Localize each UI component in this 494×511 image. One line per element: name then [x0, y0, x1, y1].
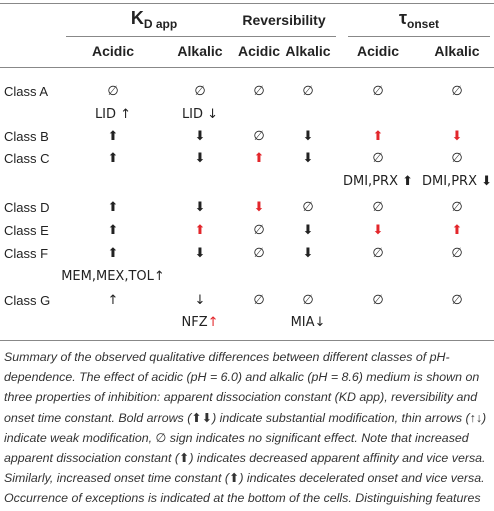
row-label: Class C [4, 151, 50, 166]
cell: ⬇ [451, 129, 463, 144]
column-header: Acidic [91, 43, 135, 59]
top-rule [0, 3, 494, 4]
cell: ∅ [372, 293, 384, 308]
cell: ⬇ [302, 246, 314, 261]
cell: ⬇ [253, 200, 265, 215]
column-header: Alkalic [177, 43, 223, 59]
group-rule [66, 36, 242, 37]
cell: LID ↓ [181, 107, 219, 122]
column-header: Acidic [237, 43, 281, 59]
cell: ∅ [253, 293, 265, 308]
cell: MIA↓ [290, 315, 326, 330]
cell: ∅ [372, 200, 384, 215]
group-header: Reversibility [242, 12, 325, 28]
column-header: Alkalic [285, 43, 331, 59]
cell: ⬆ [372, 129, 384, 144]
cell: ↑ [107, 293, 119, 308]
cell: ∅ [302, 84, 314, 99]
row-label: Class D [4, 200, 50, 215]
cell-part: ↑ [207, 315, 219, 330]
cell: ∅ [451, 84, 463, 99]
header-rule [0, 67, 494, 68]
cell: ⬇ [302, 129, 314, 144]
cell: MEM,MEX,TOL↑ [61, 269, 165, 284]
group-rule [348, 36, 490, 37]
group-header-text: Reversibility [242, 12, 326, 28]
group-header-sub: onset [407, 16, 440, 31]
cell: ∅ [107, 84, 119, 99]
row-label: Class A [4, 84, 49, 99]
cell: ⬇ [194, 246, 206, 261]
cell: ∅ [253, 246, 265, 261]
group-header-text: τ [398, 8, 408, 28]
cell: ∅ [194, 84, 206, 99]
cell: ⬇ [372, 223, 384, 238]
row-label: Class G [4, 293, 51, 308]
cell: ⬆ [107, 246, 119, 261]
cell: ⬆ [194, 223, 206, 238]
cell: ⬇ [302, 151, 314, 166]
group-rule [232, 36, 336, 37]
group-header: KD app [131, 8, 177, 31]
cell: ⬇ [194, 129, 206, 144]
bottom-rule [0, 340, 494, 341]
cell: ⬆ [107, 151, 119, 166]
cell: ⬆ [107, 200, 119, 215]
cell: ∅ [253, 129, 265, 144]
caption: Summary of the observed qualitative diff… [4, 350, 487, 506]
row-label: Class F [4, 246, 49, 261]
column-header: Alkalic [434, 43, 480, 59]
cell: LID ↑ [94, 107, 132, 122]
cell: ∅ [451, 151, 463, 166]
cell: ⬇ [194, 200, 206, 215]
cell: ∅ [253, 223, 265, 238]
cell: ∅ [451, 200, 463, 215]
group-header-text: K [130, 8, 144, 28]
cell: ∅ [372, 84, 384, 99]
cell: ⬆ [107, 223, 119, 238]
cell: ∅ [451, 246, 463, 261]
row-label: Class B [4, 129, 49, 144]
cell-part: NFZ [181, 315, 208, 330]
cell: ↓ [194, 293, 206, 308]
column-header: Acidic [356, 43, 400, 59]
row-label: Class E [4, 223, 49, 238]
cell: ∅ [451, 293, 463, 308]
cell: ∅ [253, 84, 265, 99]
cell: ∅ [372, 246, 384, 261]
cell: ⬆ [107, 129, 119, 144]
group-header: τonset [399, 8, 439, 31]
cell: NFZ↑ [181, 315, 218, 330]
cell: ∅ [302, 200, 314, 215]
cell: ∅ [372, 151, 384, 166]
cell: ⬆ [451, 223, 463, 238]
cell: ⬇ [302, 223, 314, 238]
group-header-sub: D app [143, 16, 178, 31]
cell: DMI,PRX ⬇ [422, 174, 492, 189]
cell: ∅ [302, 293, 314, 308]
cell: ⬇ [194, 151, 206, 166]
cell: ⬆ [253, 151, 265, 166]
cell: DMI,PRX ⬆ [343, 174, 413, 189]
